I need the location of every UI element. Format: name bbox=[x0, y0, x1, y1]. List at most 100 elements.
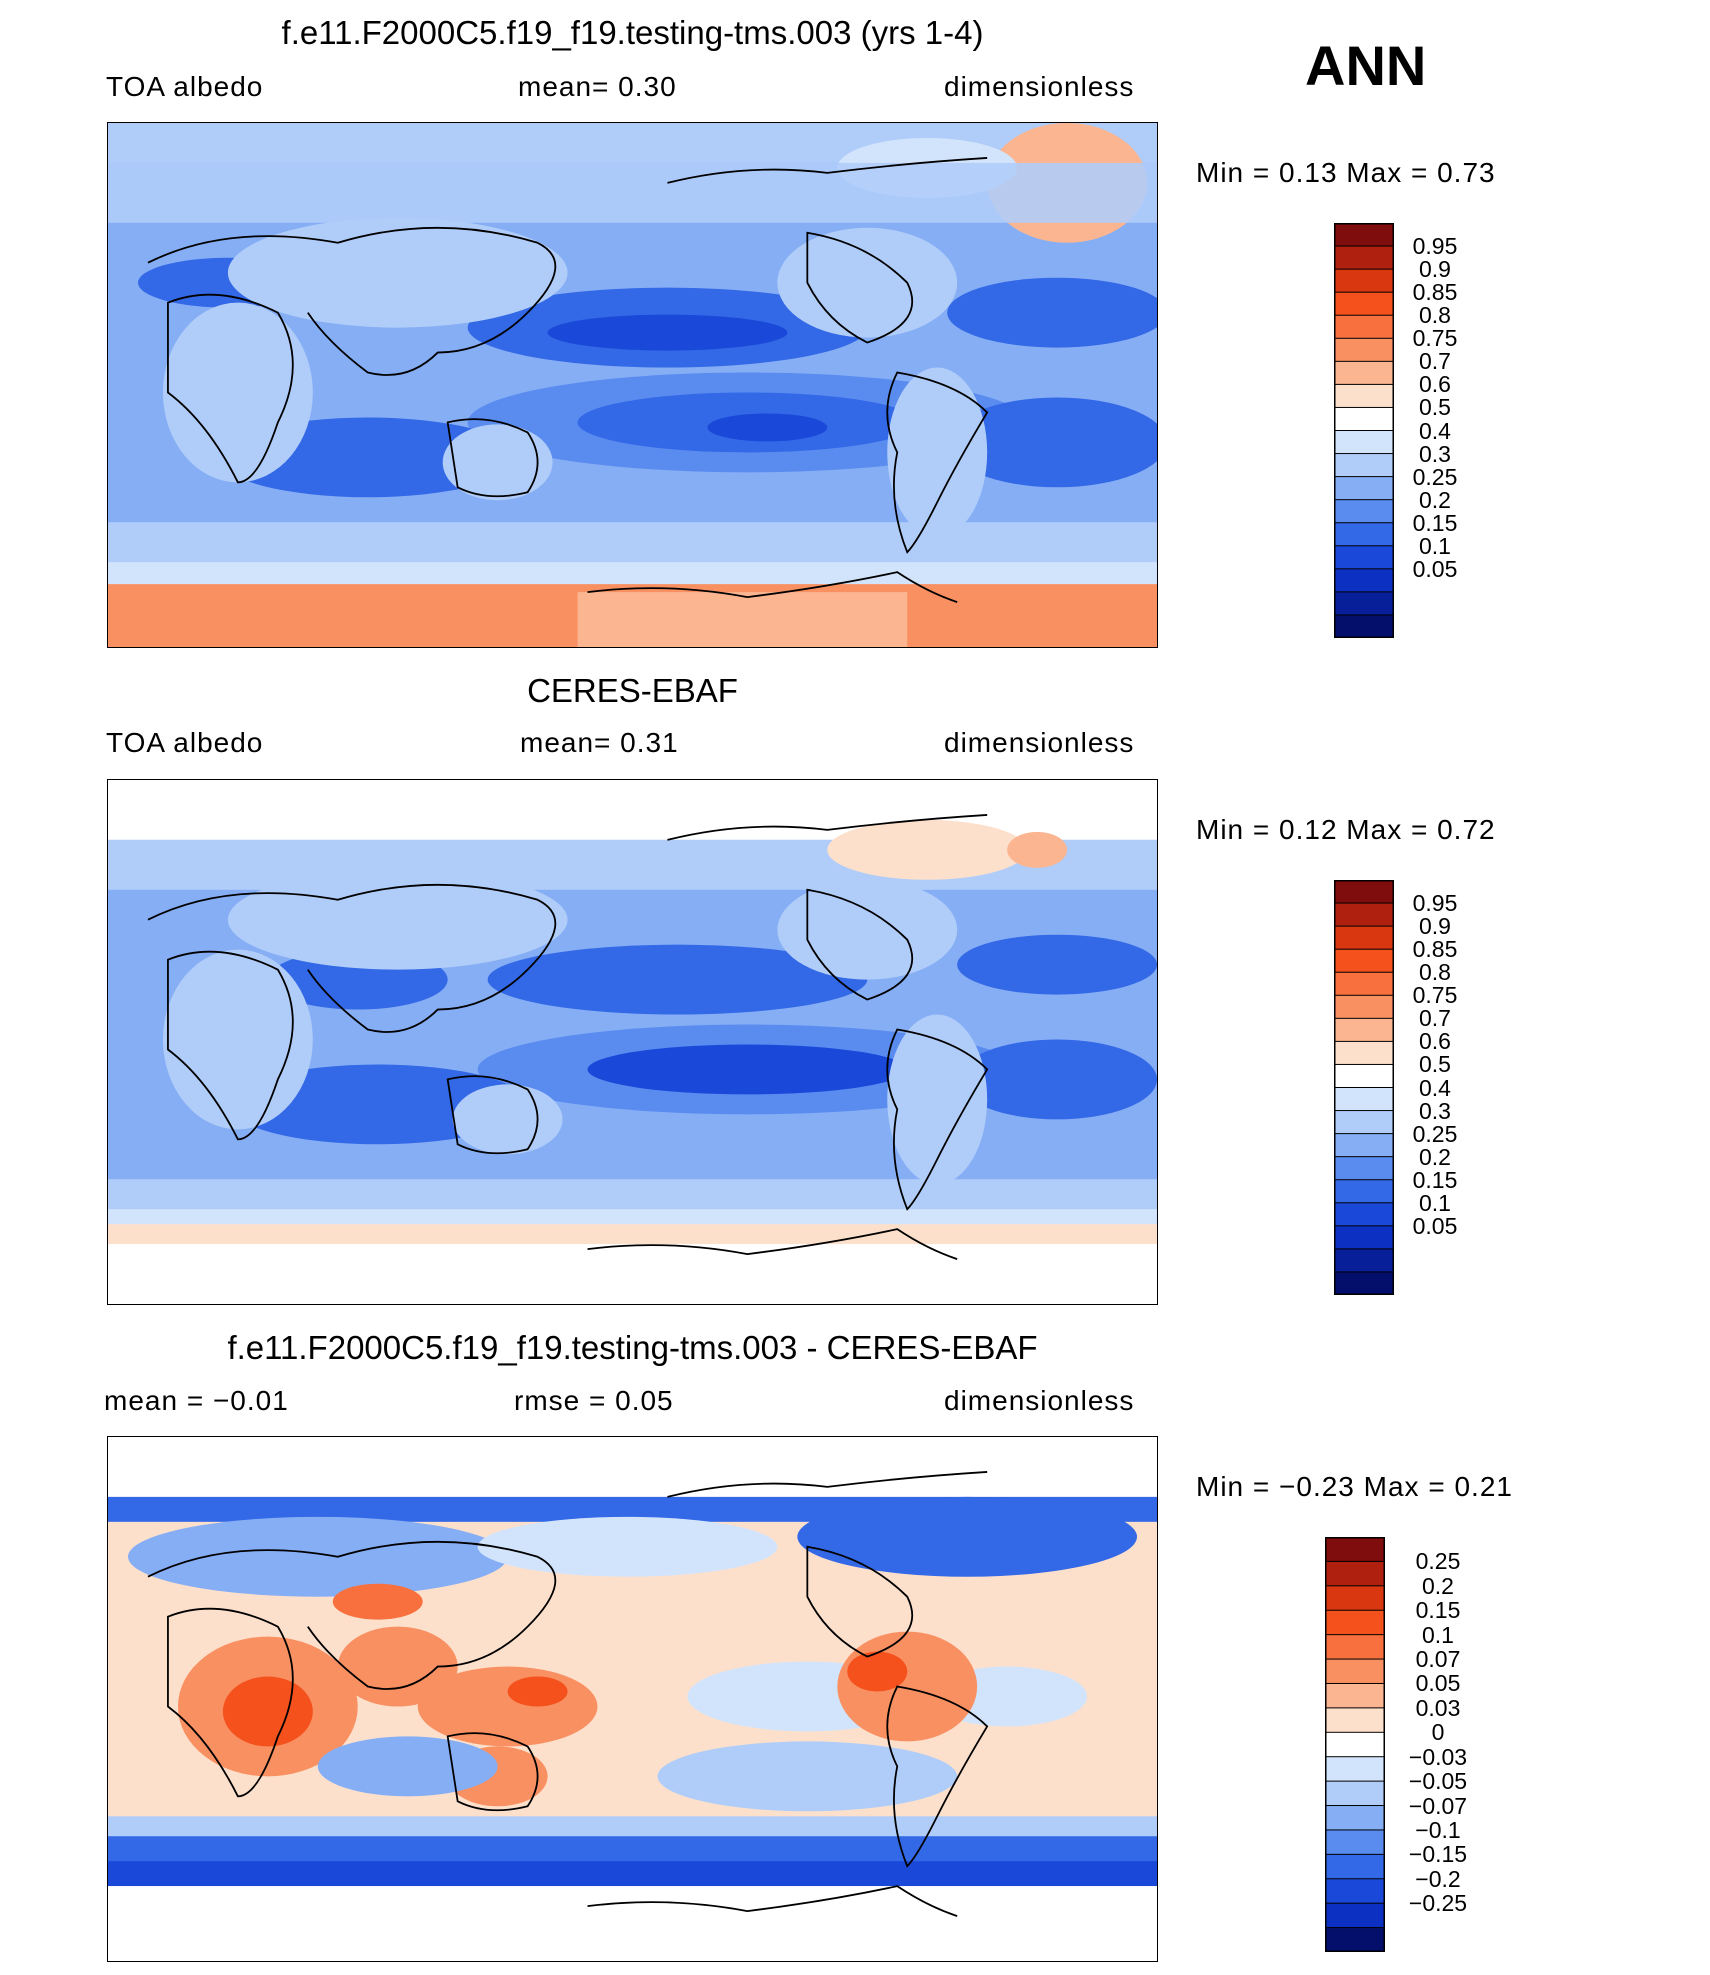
colorbar-swatch bbox=[1334, 291, 1394, 317]
colorbar-swatch bbox=[1325, 1731, 1385, 1758]
colorbar-swatch bbox=[1325, 1682, 1385, 1709]
colorbar-swatch bbox=[1325, 1829, 1385, 1856]
colorbar-tick-label: 0.5 bbox=[1419, 1051, 1451, 1078]
colorbar-tick-label: 0.8 bbox=[1419, 959, 1451, 986]
colorbar-swatch bbox=[1325, 1707, 1385, 1734]
colorbar-tick-label: 0.05 bbox=[1412, 555, 1458, 582]
colorbar-swatch bbox=[1334, 360, 1394, 386]
colorbar-tick-label: 0.07 bbox=[1415, 1646, 1461, 1673]
colorbar-tick-label: 0.25 bbox=[1412, 1120, 1458, 1147]
colorbar-swatch bbox=[1325, 1634, 1385, 1661]
colorbar-swatch bbox=[1334, 406, 1394, 432]
colorbar-swatch bbox=[1325, 1585, 1385, 1612]
colorbar-swatch bbox=[1325, 1609, 1385, 1636]
colorbar-tick-label: 0.3 bbox=[1419, 1097, 1451, 1124]
colorbar-tick-label: −0.1 bbox=[1415, 1816, 1461, 1843]
panel-2-units: dimensionless bbox=[944, 727, 1135, 758]
colorbar-swatch bbox=[1325, 1927, 1385, 1952]
colorbar-swatch bbox=[1334, 453, 1394, 478]
colorbar-swatch bbox=[1334, 1087, 1394, 1112]
colorbar-swatch bbox=[1334, 1110, 1394, 1135]
colorbar-swatch bbox=[1325, 1780, 1385, 1807]
colorbar-swatch bbox=[1334, 1202, 1394, 1227]
panel-2-title: CERES-EBAF bbox=[527, 672, 738, 709]
colorbar-tick-label: 0.75 bbox=[1412, 982, 1458, 1009]
panel-3-mean: mean = −0.01 bbox=[104, 1385, 289, 1416]
colorbar-swatch bbox=[1334, 925, 1394, 951]
colorbar-tick-label: 0.95 bbox=[1412, 233, 1458, 260]
colorbar-tick-label: 0.3 bbox=[1419, 440, 1451, 467]
panel-2-variable: TOA albedo bbox=[106, 727, 264, 758]
colorbar-tick-label: 0.9 bbox=[1419, 256, 1451, 283]
panel-3-units: dimensionless bbox=[944, 1385, 1135, 1416]
colorbar-tick-label: 0.6 bbox=[1419, 1028, 1451, 1055]
colorbar-tick-label: 0.85 bbox=[1412, 936, 1458, 963]
panel-3-minmax: Min = −0.23 Max = 0.21 bbox=[1196, 1471, 1513, 1502]
colorbar-swatch bbox=[1334, 568, 1394, 593]
colorbar-tick-label: −0.07 bbox=[1408, 1792, 1468, 1819]
colorbar-swatch bbox=[1325, 1805, 1385, 1831]
colorbar-tick-label: 0.2 bbox=[1419, 486, 1451, 513]
colorbar-swatch bbox=[1334, 476, 1394, 501]
panel-3-title: f.e11.F2000C5.f19_f19.testing-tms.003 - … bbox=[227, 1329, 1038, 1366]
colorbar-swatch bbox=[1334, 1156, 1394, 1181]
colorbar-tick-label: 0.1 bbox=[1419, 1189, 1451, 1216]
panel-1-map bbox=[107, 122, 1158, 648]
colorbar-frame bbox=[1334, 223, 1394, 638]
colorbar-tick-label: 0.2 bbox=[1419, 1143, 1451, 1170]
colorbar-swatch bbox=[1334, 430, 1394, 455]
colorbar-swatch bbox=[1334, 614, 1394, 638]
colorbar-swatch bbox=[1325, 1902, 1385, 1929]
colorbar-swatch bbox=[1334, 591, 1394, 616]
colorbar-tick-label: 0.4 bbox=[1419, 417, 1451, 444]
season-label: ANN bbox=[1305, 34, 1427, 97]
colorbar-swatch bbox=[1334, 1179, 1394, 1204]
panel-2-mean: mean= 0.31 bbox=[520, 727, 679, 758]
panel-3-rmse: rmse = 0.05 bbox=[514, 1385, 674, 1416]
colorbar-swatch bbox=[1334, 223, 1394, 248]
colorbar-swatch bbox=[1325, 1537, 1385, 1563]
colorbar-swatch bbox=[1334, 499, 1394, 524]
colorbar-tick-label: 0.25 bbox=[1412, 463, 1458, 490]
colorbar-tick-label: 0.2 bbox=[1422, 1572, 1454, 1599]
colorbar-swatch bbox=[1334, 268, 1394, 294]
colorbar-tick-label: 0.75 bbox=[1412, 325, 1458, 352]
colorbar-swatch bbox=[1334, 1040, 1394, 1066]
colorbar-tick-label: 0.05 bbox=[1415, 1670, 1461, 1697]
panel-1-mean: mean= 0.30 bbox=[518, 71, 677, 102]
colorbar-swatch bbox=[1334, 902, 1394, 928]
panel-1-minmax: Min = 0.13 Max = 0.73 bbox=[1196, 157, 1496, 188]
colorbar-tick-label: −0.03 bbox=[1408, 1743, 1468, 1770]
colorbar-swatch bbox=[1334, 971, 1394, 997]
colorbar-tick-label: 0.6 bbox=[1419, 371, 1451, 398]
colorbar-swatch bbox=[1325, 1658, 1385, 1685]
panel-2-colorbar bbox=[1334, 880, 1394, 1295]
colorbar-swatch bbox=[1334, 948, 1394, 974]
colorbar-tick-label: 0.1 bbox=[1419, 532, 1451, 559]
panel-2-map bbox=[107, 779, 1158, 1305]
colorbar-tick-label: 0.1 bbox=[1422, 1621, 1454, 1648]
colorbar-tick-label: 0.15 bbox=[1412, 1166, 1458, 1193]
colorbar-swatch bbox=[1325, 1560, 1385, 1587]
panel-2-minmax: Min = 0.12 Max = 0.72 bbox=[1196, 814, 1496, 845]
panel-1-colorbar bbox=[1334, 223, 1394, 638]
colorbar-swatch bbox=[1325, 1853, 1385, 1880]
colorbar-tick-label: −0.2 bbox=[1415, 1865, 1461, 1892]
colorbar-tick-label: 0.85 bbox=[1412, 279, 1458, 306]
colorbar-tick-label: 0.95 bbox=[1412, 890, 1458, 917]
colorbar-swatch bbox=[1334, 1225, 1394, 1250]
colorbar-swatch bbox=[1334, 880, 1394, 905]
colorbar-swatch bbox=[1334, 522, 1394, 547]
colorbar-swatch bbox=[1334, 545, 1394, 570]
colorbar-tick-label: −0.15 bbox=[1408, 1841, 1468, 1868]
panel-3-map bbox=[107, 1436, 1158, 1962]
colorbar-swatch bbox=[1334, 994, 1394, 1020]
colorbar-tick-label: 0.03 bbox=[1415, 1694, 1461, 1721]
colorbar-frame bbox=[1325, 1537, 1385, 1952]
colorbar-swatch bbox=[1325, 1878, 1385, 1905]
colorbar-swatch bbox=[1334, 1017, 1394, 1043]
colorbar-swatch bbox=[1334, 314, 1394, 340]
colorbar-swatch bbox=[1334, 245, 1394, 271]
colorbar-swatch bbox=[1334, 1271, 1394, 1295]
colorbar-tick-label: 0.9 bbox=[1419, 913, 1451, 940]
